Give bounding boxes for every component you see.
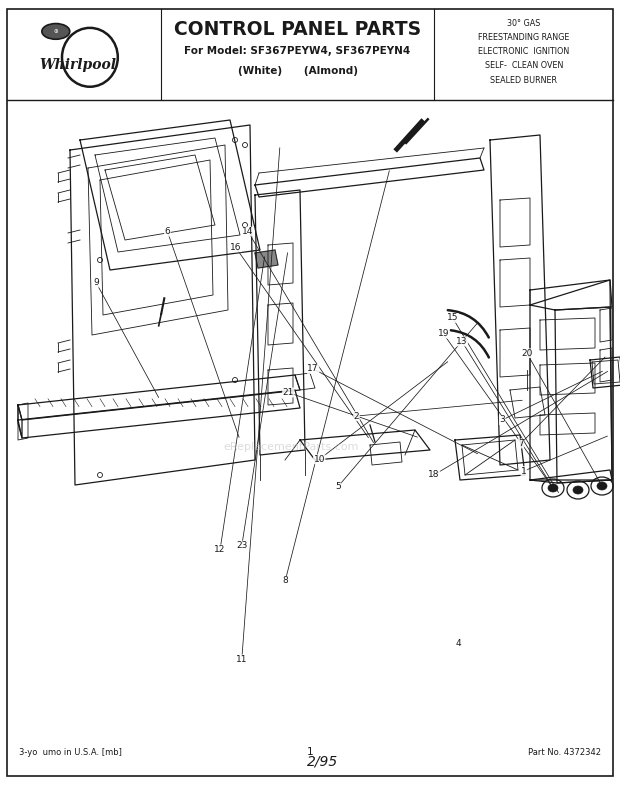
Text: CONTROL PANEL PARTS: CONTROL PANEL PARTS xyxy=(174,20,421,39)
Text: Whirlpool: Whirlpool xyxy=(39,58,116,72)
Text: 4: 4 xyxy=(456,639,462,648)
Text: 2/95: 2/95 xyxy=(307,754,338,769)
Text: 1: 1 xyxy=(521,466,527,476)
Text: Part No. 4372342: Part No. 4372342 xyxy=(528,747,601,757)
Text: 21: 21 xyxy=(283,388,294,397)
Text: eReplacementParts.com: eReplacementParts.com xyxy=(224,443,359,452)
Text: 17: 17 xyxy=(308,364,319,374)
Text: 11: 11 xyxy=(236,655,247,664)
Text: 18: 18 xyxy=(428,470,440,480)
Text: SELF-  CLEAN OVEN: SELF- CLEAN OVEN xyxy=(485,61,563,71)
Text: 12: 12 xyxy=(215,545,226,554)
Text: 5: 5 xyxy=(335,482,341,491)
Text: ⊕: ⊕ xyxy=(53,29,58,34)
Text: 1: 1 xyxy=(307,747,313,757)
Text: For Model: SF367PEYW4, SF367PEYN4: For Model: SF367PEYW4, SF367PEYN4 xyxy=(185,46,410,56)
Text: 14: 14 xyxy=(242,227,254,236)
Text: 23: 23 xyxy=(236,541,247,550)
Text: 3-yo  umo in U.S.A. [mb]: 3-yo umo in U.S.A. [mb] xyxy=(19,747,122,757)
Text: ELECTRONIC  IGNITION: ELECTRONIC IGNITION xyxy=(478,47,570,57)
Text: 15: 15 xyxy=(447,313,458,323)
Text: 10: 10 xyxy=(314,455,325,464)
Text: 19: 19 xyxy=(438,329,449,338)
Text: (White)      (Almond): (White) (Almond) xyxy=(237,66,358,75)
Text: 13: 13 xyxy=(456,337,467,346)
Ellipse shape xyxy=(597,482,607,490)
Text: 9: 9 xyxy=(93,278,99,287)
Text: 6: 6 xyxy=(164,227,171,236)
Ellipse shape xyxy=(573,486,583,494)
Polygon shape xyxy=(255,250,278,268)
Text: FREESTANDING RANGE: FREESTANDING RANGE xyxy=(478,33,570,42)
Text: 30° GAS: 30° GAS xyxy=(507,19,541,28)
Text: 8: 8 xyxy=(282,576,288,586)
Text: 2: 2 xyxy=(353,411,360,421)
Ellipse shape xyxy=(548,484,558,492)
Text: 7: 7 xyxy=(518,439,524,448)
Text: 20: 20 xyxy=(521,349,533,358)
Text: SEALED BURNER: SEALED BURNER xyxy=(490,75,557,85)
Text: 16: 16 xyxy=(230,243,241,252)
Text: 3: 3 xyxy=(499,415,505,425)
Ellipse shape xyxy=(42,24,70,39)
